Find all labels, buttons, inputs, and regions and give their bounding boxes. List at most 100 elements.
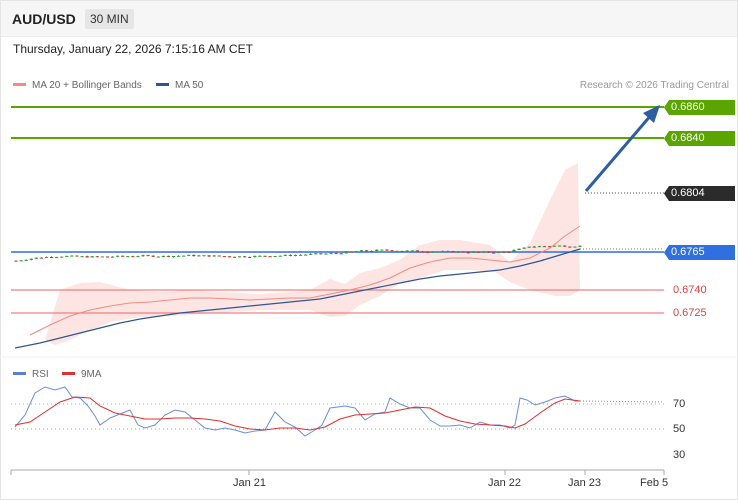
ma9-label: 9MA (81, 369, 102, 380)
candle-body (131, 256, 135, 258)
candle-body (227, 256, 232, 258)
candle-body (126, 256, 130, 258)
candle-body (466, 252, 470, 254)
candle-body (304, 254, 308, 256)
candle-body (207, 255, 211, 257)
candle-body (481, 251, 486, 253)
candle-body (375, 249, 379, 251)
candle-body (65, 255, 69, 257)
candle-body (527, 246, 531, 248)
candle-body (212, 255, 216, 257)
candle-body (55, 257, 59, 259)
timeframe-badge[interactable]: 30 MIN (85, 9, 134, 29)
candle-body (166, 255, 171, 257)
candle-body (85, 256, 89, 258)
candle-body (309, 253, 313, 255)
candle-body (537, 246, 541, 248)
x-label-feb5: Feb 5 (640, 477, 669, 489)
candle-body (420, 251, 425, 253)
candle-body (522, 247, 526, 249)
candle-body (334, 253, 338, 255)
candle-body (39, 257, 44, 259)
candle-body (288, 254, 292, 256)
candle-body (385, 249, 389, 251)
candle-body (217, 255, 221, 257)
candle-body (75, 255, 79, 257)
candle-body (319, 253, 323, 255)
candle-body (344, 251, 348, 254)
candle-body (431, 251, 435, 253)
candle-body (532, 246, 536, 248)
candle-body (497, 251, 501, 253)
candle-body (161, 255, 165, 257)
candle-body (329, 253, 333, 255)
candle-body (461, 251, 465, 253)
candle-body (298, 254, 303, 256)
candle-body (425, 251, 430, 253)
candle-body (187, 254, 191, 256)
candle-body (400, 250, 404, 252)
candle-body (517, 248, 521, 250)
timestamp: Thursday, January 22, 2026 7:15:16 AM CE… (13, 42, 253, 56)
candle-body (192, 254, 196, 257)
candle-body (146, 255, 150, 257)
candle-body (492, 252, 496, 254)
candle-body (248, 257, 252, 259)
candle-body (405, 250, 409, 252)
x-label-jan21: Jan 21 (233, 477, 267, 489)
candle-body (370, 250, 374, 252)
candle-body (456, 251, 460, 253)
bollinger-band (45, 163, 580, 345)
candle-body (60, 256, 64, 258)
candle-body (436, 251, 440, 253)
ma50-label: MA 50 (175, 80, 204, 91)
candle-body (471, 251, 475, 253)
candle-body (243, 256, 247, 258)
candle-body (359, 250, 364, 252)
target2-price-label: 0.6860 (664, 100, 735, 115)
ma20-line (29, 225, 581, 336)
candle-body (141, 255, 145, 257)
candle-body (558, 245, 562, 247)
candle-body (390, 250, 394, 252)
candle-body (410, 250, 414, 252)
candlestick-series (14, 245, 582, 262)
candle-body (182, 255, 186, 257)
legend-rsi: RSI (13, 369, 49, 380)
candle-body (278, 255, 282, 257)
candle-body (415, 250, 420, 252)
candle-body (507, 251, 511, 253)
candle-body (24, 259, 28, 261)
candle-body (451, 251, 455, 253)
candle-body (476, 251, 480, 253)
rsi-50-label: 50 (673, 423, 686, 435)
candle-body (349, 251, 353, 253)
rsi-70-label: 70 (673, 398, 686, 410)
candle-body (512, 249, 516, 253)
rsi-30-label: 30 (673, 449, 686, 461)
legend-9ma: 9MA (62, 369, 102, 380)
candle-body (156, 256, 160, 258)
candle-body (44, 256, 49, 258)
rsi-line (14, 386, 580, 437)
candle-body (197, 255, 201, 257)
legend-ma50: MA 50 (156, 80, 203, 91)
candle-body (151, 255, 155, 257)
candle-body (364, 250, 369, 252)
candle-body (80, 256, 84, 258)
candle-body (314, 253, 318, 255)
candle-body (441, 251, 445, 253)
candle-body (34, 257, 38, 259)
ma20-label: MA 20 + Bollinger Bands (32, 80, 142, 91)
x-label-jan22: Jan 22 (488, 477, 522, 489)
target1-price-label: 0.6840 (664, 131, 735, 146)
candle-body (573, 246, 577, 248)
chart-header: AUD/USD 30 MIN (1, 1, 737, 37)
symbol-title: AUD/USD (12, 11, 76, 27)
candle-body (563, 245, 567, 247)
rsi-dotted-ext (579, 400, 665, 403)
candle-body (354, 251, 359, 253)
ma50-swatch-icon (156, 82, 169, 86)
rsi-9ma-line (14, 396, 581, 431)
